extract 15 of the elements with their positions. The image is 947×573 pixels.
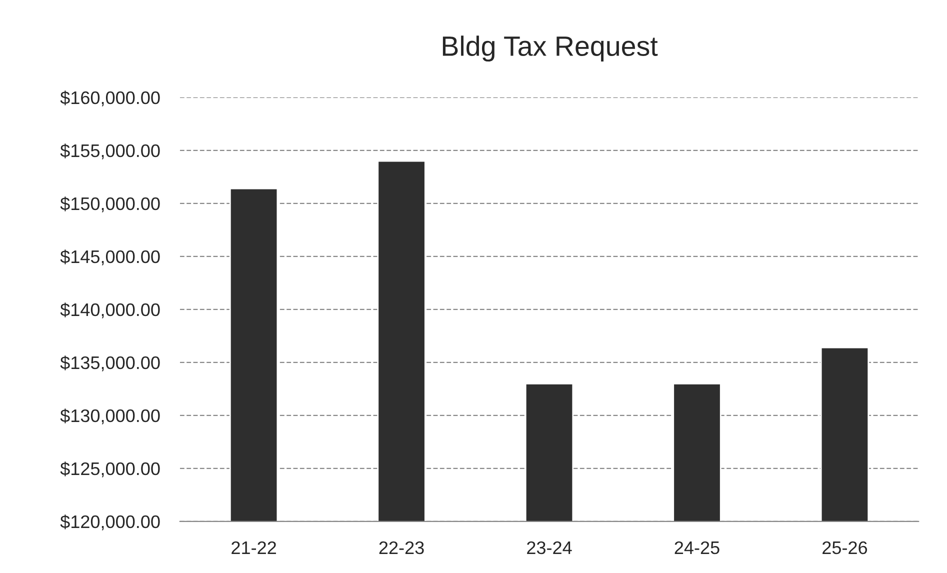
chart-title: Bldg Tax Request xyxy=(442,36,658,62)
y-tick-label: $120,000.00 xyxy=(60,514,160,530)
x-tick-label: 23-24 xyxy=(527,541,572,554)
y-tick-label: $155,000.00 xyxy=(60,144,160,160)
y-tick-label: $145,000.00 xyxy=(60,250,160,266)
x-tick-label: 25-26 xyxy=(822,541,868,554)
x-tick-label: 24-25 xyxy=(674,541,720,554)
y-tick-label: $130,000.00 xyxy=(60,408,160,424)
x-tick-label: 22-23 xyxy=(379,541,424,554)
y-tick-label: $125,000.00 xyxy=(60,462,160,478)
y-tick-label: $135,000.00 xyxy=(60,356,160,372)
y-tick-label: $140,000.00 xyxy=(60,302,160,318)
y-tick-label: $160,000.00 xyxy=(60,90,160,106)
y-tick-label: $150,000.00 xyxy=(60,196,160,212)
x-tick-label: 21-22 xyxy=(232,541,276,554)
